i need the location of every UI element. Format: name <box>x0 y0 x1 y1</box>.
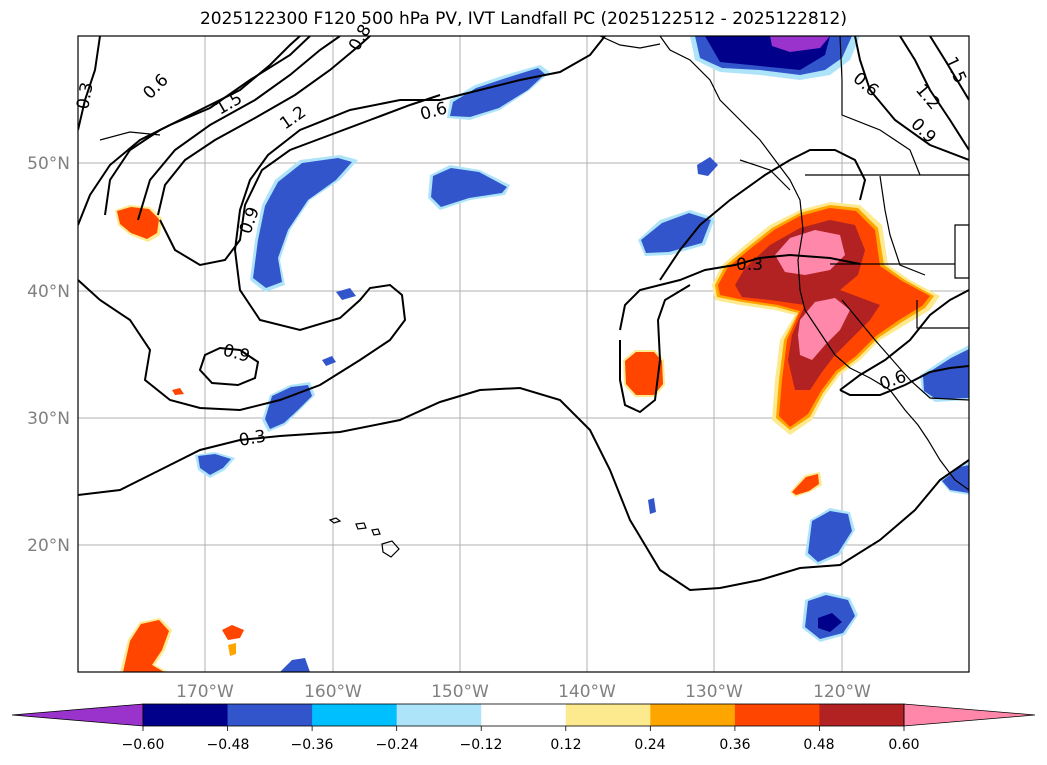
lon-label: 170°W <box>176 682 234 702</box>
map-title: 2025122300 F120 500 hPa PV, IVT Landfall… <box>199 9 847 29</box>
colorbar-label: 0.60 <box>888 737 919 753</box>
lat-label: 30°N <box>27 409 70 429</box>
lat-label: 20°N <box>27 536 70 556</box>
colorbar-label: −0.60 <box>122 737 165 753</box>
negative-pv-fill <box>195 36 969 672</box>
colorbar-label: 0.48 <box>803 737 834 753</box>
lat-label: 50°N <box>27 154 70 174</box>
lon-label: 120°W <box>813 682 871 702</box>
contour-label: 0.3 <box>736 255 763 275</box>
colorbar-segment <box>312 704 398 726</box>
lon-label: 130°W <box>685 682 743 702</box>
colorbar-segment <box>650 704 736 726</box>
colorbar-segment <box>396 704 482 726</box>
colorbar-label: −0.24 <box>376 737 419 753</box>
colorbar-label: 0.36 <box>719 737 750 753</box>
latitude-labels: 50°N 40°N 30°N 20°N <box>27 154 70 556</box>
colorbar-segment <box>227 704 313 726</box>
colorbar-segment <box>143 704 229 726</box>
lat-label: 40°N <box>27 282 70 302</box>
colorbar-low-extend <box>11 703 144 727</box>
longitude-labels: 170°W 160°W 150°W 140°W 130°W 120°W <box>176 682 871 702</box>
colorbar-label: −0.36 <box>291 737 334 753</box>
colorbar: −0.60 −0.48 −0.36 −0.24 −0.12 0.12 0.24 … <box>11 703 1036 753</box>
positive-pv-fill <box>115 202 940 672</box>
hawaii-islands <box>328 517 400 558</box>
coastlines <box>99 36 969 491</box>
colorbar-segment <box>819 704 905 726</box>
lon-label: 150°W <box>431 682 489 702</box>
colorbar-label: −0.12 <box>460 737 503 753</box>
contour-label: 0.3 <box>73 81 97 111</box>
colorbar-segment <box>481 704 567 726</box>
ivt-contours <box>78 36 969 592</box>
lon-label: 160°W <box>304 682 362 702</box>
colorbar-segment <box>734 704 820 726</box>
colorbar-segment <box>565 704 651 726</box>
colorbar-frame <box>142 703 905 727</box>
colorbar-high-extend <box>903 703 1036 727</box>
colorbar-label: 0.24 <box>634 737 665 753</box>
lon-label: 140°W <box>558 682 616 702</box>
map-frame <box>77 35 970 673</box>
colorbar-label: −0.48 <box>207 737 250 753</box>
colorbar-label: 0.12 <box>550 737 581 753</box>
contour-label: 0.3 <box>237 427 267 451</box>
